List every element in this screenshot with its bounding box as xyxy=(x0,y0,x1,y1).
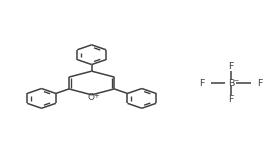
Text: B: B xyxy=(228,79,234,87)
Text: O: O xyxy=(87,93,94,102)
Text: F: F xyxy=(228,62,234,71)
Text: +: + xyxy=(93,93,99,99)
Text: F: F xyxy=(199,79,204,87)
Text: −: − xyxy=(234,77,239,82)
Text: F: F xyxy=(257,79,263,87)
Text: F: F xyxy=(228,95,234,104)
